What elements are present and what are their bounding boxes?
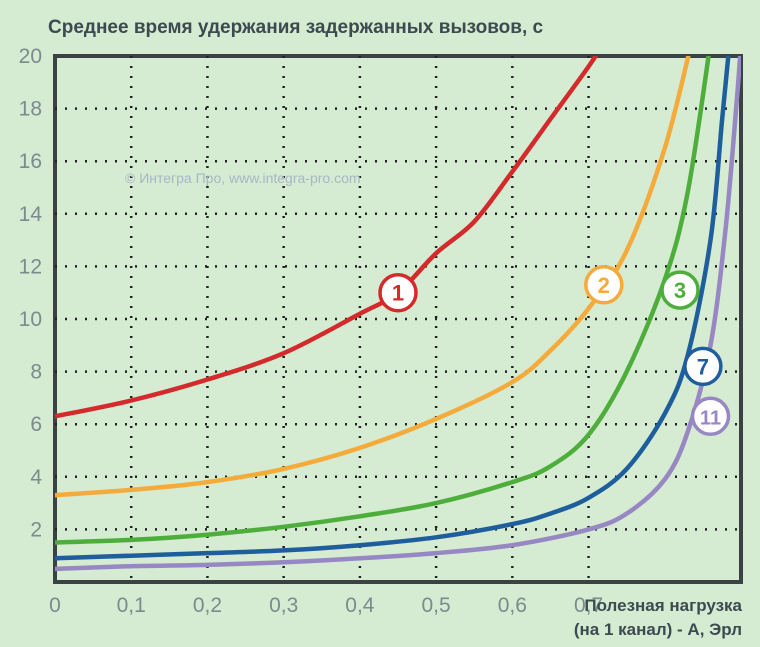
y-tick-label: 8 bbox=[30, 361, 42, 384]
curve-label-circle bbox=[660, 270, 700, 310]
watermark: © Интегра Про, www.integra-pro.com bbox=[125, 170, 361, 186]
curve-label-text: 1 bbox=[392, 281, 404, 306]
series-line-11 bbox=[55, 56, 741, 572]
curve-label-circle bbox=[683, 346, 723, 387]
series-line-7 bbox=[55, 56, 731, 561]
curve-label-text: 11 bbox=[700, 407, 721, 429]
curve-label-1: 1 bbox=[378, 272, 418, 313]
curve-label-circle bbox=[378, 272, 418, 313]
y-tick-label: 20 bbox=[19, 45, 42, 68]
y-tick-label: 4 bbox=[30, 466, 42, 489]
curve-label-11: 11 bbox=[690, 396, 731, 437]
y-tick-label: 14 bbox=[19, 203, 43, 226]
x-tick-label: 0,7 bbox=[574, 594, 603, 617]
curve-label-text: 2 bbox=[598, 273, 610, 298]
chart-title: Среднее время удержания задержанных вызо… bbox=[48, 17, 544, 38]
curve-label-3: 3 bbox=[660, 270, 700, 310]
x-tick-label: 0,6 bbox=[498, 594, 527, 617]
y-tick-label: 18 bbox=[19, 98, 42, 121]
x-tick-label: 0,1 bbox=[117, 594, 146, 617]
x-tick-label: 0 bbox=[49, 594, 61, 617]
x-tick-label: 0,3 bbox=[269, 594, 298, 617]
x-tick-label: 0,5 bbox=[422, 594, 451, 617]
curve-label-2: 2 bbox=[584, 265, 624, 305]
y-tick-label: 2 bbox=[30, 518, 42, 541]
curve-label-7: 7 bbox=[683, 346, 723, 387]
series-line-3 bbox=[55, 56, 711, 545]
x-tick-label: 0,4 bbox=[345, 594, 375, 617]
curve-label-circle bbox=[690, 396, 731, 437]
series-line-2 bbox=[55, 56, 691, 498]
y-tick-label: 12 bbox=[19, 255, 42, 278]
curve-label-text: 3 bbox=[674, 278, 686, 303]
curve-labels: 1 2 3 7 11 bbox=[378, 265, 731, 437]
curve-label-text: 7 bbox=[697, 354, 709, 379]
x-tick-label: 0,2 bbox=[193, 594, 222, 617]
y-tick-label: 6 bbox=[30, 413, 42, 436]
tick-labels: 0 0,1 0,2 0,3 0,4 0,5 0,6 0,7 2 4 6 8 10 12 14 16 18 20 bbox=[19, 45, 604, 617]
curve-label-circle bbox=[584, 265, 624, 305]
x-axis-label-line2: (на 1 канал) - А, Эрл bbox=[574, 620, 742, 639]
x-axis-label-line1: Полезная нагрузка bbox=[584, 596, 742, 615]
y-tick-label: 16 bbox=[19, 150, 42, 173]
y-tick-label: 10 bbox=[19, 308, 42, 331]
